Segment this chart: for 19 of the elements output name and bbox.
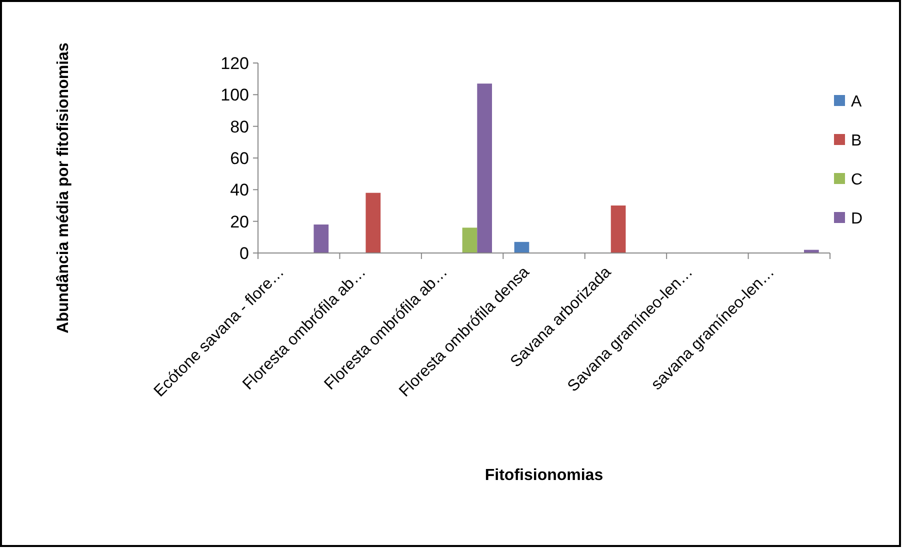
bar [314, 224, 329, 253]
x-axis-title: Fitofisionomias [484, 467, 604, 484]
bar [514, 242, 530, 253]
legend-label: D [851, 210, 863, 228]
y-tick-label: 100 [220, 86, 249, 105]
legend-label: A [851, 94, 862, 111]
legend-label: C [851, 172, 863, 189]
bar [462, 228, 478, 253]
y-tick-label: 120 [220, 54, 249, 73]
legend-label: B [851, 132, 862, 150]
bar [366, 192, 381, 253]
y-tick-label: 60 [230, 148, 249, 168]
bar [477, 84, 492, 253]
y-tick-label: 40 [230, 180, 249, 200]
bar [610, 206, 626, 253]
y-tick-label: 20 [230, 212, 249, 232]
y-axis-title: Abundância média por fitofisionomias [55, 42, 72, 334]
y-tick-label: 0 [240, 244, 249, 263]
y-tick-label: 80 [230, 117, 249, 136]
